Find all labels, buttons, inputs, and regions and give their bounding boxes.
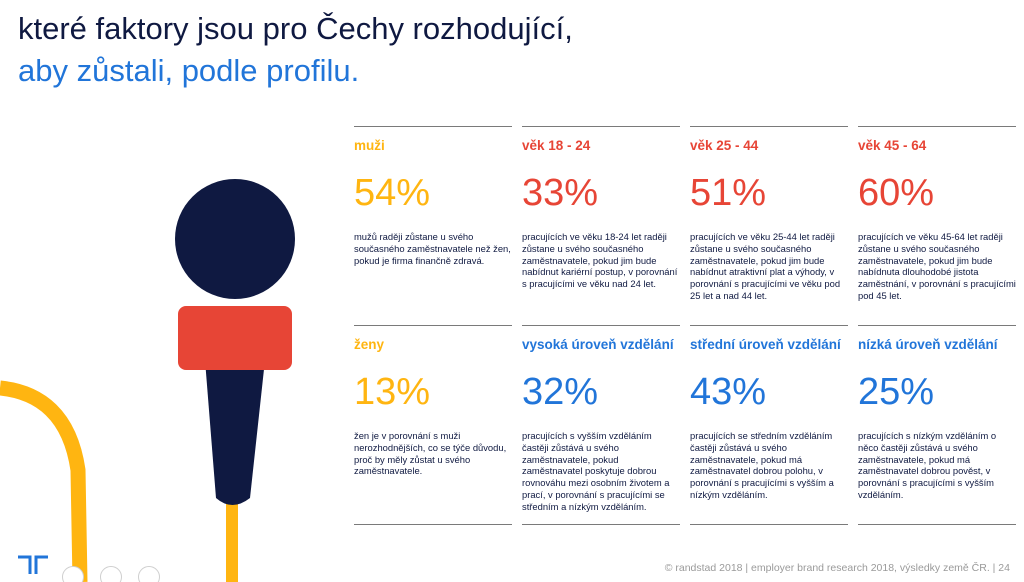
- card-label: ženy: [354, 337, 385, 352]
- slide-control-zoom[interactable]: [138, 566, 160, 582]
- card-divider: [522, 325, 680, 326]
- stat-card-age-45-64: věk 45 - 64 60% pracujících ve věku 45-6…: [858, 126, 1016, 302]
- card-percentage: 25%: [858, 371, 935, 413]
- card-description: žen je v porovnání s muži nerozhodnějšíc…: [354, 430, 507, 477]
- card-label: nízká úroveň vzdělání: [858, 337, 998, 352]
- slide-control-previous[interactable]: [62, 566, 84, 582]
- card-percentage: 33%: [522, 172, 599, 214]
- card-percentage: 51%: [690, 172, 767, 214]
- card-description: pracujících s vyšším vzděláním častěji z…: [522, 430, 670, 512]
- card-label: věk 18 - 24: [522, 138, 591, 153]
- randstad-logo-icon: [18, 555, 48, 574]
- card-percentage: 43%: [690, 371, 767, 413]
- card-divider: [522, 126, 680, 127]
- card-divider: [858, 126, 1016, 127]
- card-divider-bottom: [858, 524, 1016, 525]
- page-title-line-1: které faktory jsou pro Čechy rozhodující…: [18, 11, 573, 46]
- card-description: pracujících se středním vzděláním častěj…: [690, 430, 834, 500]
- card-label: střední úroveň vzdělání: [690, 337, 841, 352]
- card-label: věk 25 - 44: [690, 138, 759, 153]
- page-title-line-2: aby zůstali, podle profilu.: [18, 53, 360, 88]
- mic-handle: [205, 360, 265, 505]
- card-description: pracujících s nízkým vzděláním o něco ča…: [858, 430, 997, 500]
- stat-card-women: ženy 13% žen je v porovnání s muži neroz…: [354, 325, 512, 525]
- cable-arc: [0, 380, 88, 582]
- card-divider-bottom: [354, 524, 512, 525]
- card-percentage: 13%: [354, 371, 431, 413]
- stat-card-age-25-44: věk 25 - 44 51% pracujících ve věku 25-4…: [690, 126, 848, 302]
- card-divider-bottom: [690, 524, 848, 525]
- stat-card-men: muži 54% mužů raději zůstane u svého sou…: [354, 126, 512, 266]
- card-label: věk 45 - 64: [858, 138, 927, 153]
- card-percentage: 32%: [522, 371, 599, 413]
- stat-card-high-education: vysoká úroveň vzdělání 32% pracujících s…: [522, 325, 680, 525]
- footer-copyright: © randstad 2018 | employer brand researc…: [664, 562, 1010, 574]
- card-description: mužů raději zůstane u svého současného z…: [354, 231, 511, 266]
- card-divider: [354, 325, 512, 326]
- card-description: pracujících ve věku 45-64 let raději zůs…: [858, 231, 1016, 301]
- card-divider: [690, 126, 848, 127]
- page-title: které faktory jsou pro Čechy rozhodující…: [18, 8, 573, 92]
- card-divider: [858, 325, 1016, 326]
- card-divider: [354, 126, 512, 127]
- stat-card-mid-education: střední úroveň vzdělání 43% pracujících …: [690, 325, 848, 525]
- mic-head: [175, 179, 295, 299]
- stat-card-age-18-24: věk 18 - 24 33% pracujících ve věku 18-2…: [522, 126, 680, 290]
- mic-band: [178, 306, 292, 370]
- card-percentage: 60%: [858, 172, 935, 214]
- slide-control-pen[interactable]: [100, 566, 122, 582]
- stat-card-low-education: nízká úroveň vzdělání 25% pracujících s …: [858, 325, 1016, 525]
- card-divider-bottom: [522, 524, 680, 525]
- card-description: pracujících ve věku 18-24 let raději zůs…: [522, 231, 678, 290]
- card-label: vysoká úroveň vzdělání: [522, 337, 674, 352]
- card-percentage: 54%: [354, 172, 431, 214]
- card-description: pracujících ve věku 25-44 let raději zůs…: [690, 231, 841, 301]
- card-label: muži: [354, 138, 385, 153]
- card-divider: [690, 325, 848, 326]
